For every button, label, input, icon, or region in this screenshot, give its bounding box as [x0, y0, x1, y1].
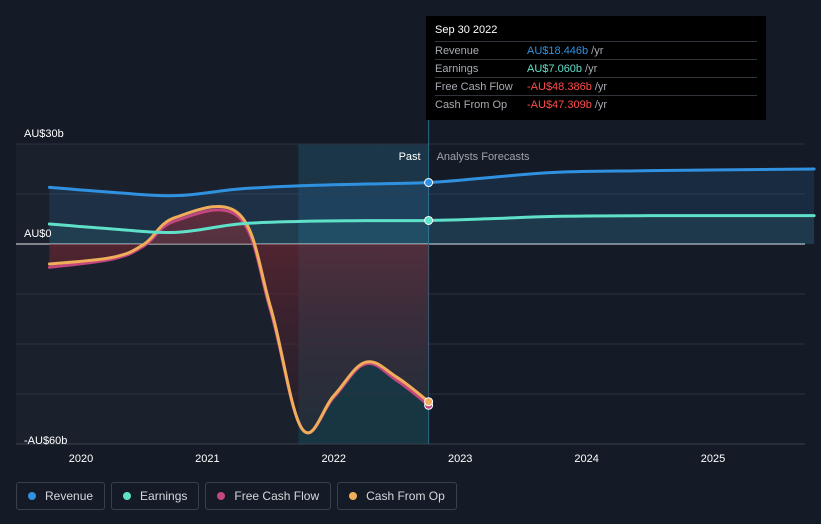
revenue-line [47, 167, 816, 198]
cash-flow-area [49, 209, 429, 433]
legend-label: Revenue [45, 489, 94, 503]
tooltip-date: Sep 30 2022 [435, 24, 498, 36]
tooltip: Sep 30 2022 Revenue AU$18.446b /yr Earni… [426, 16, 766, 120]
tooltip-label: Cash From Op [435, 98, 508, 111]
legend-label: Free Cash Flow [234, 489, 320, 503]
x-tick-label: 2021 [195, 453, 219, 465]
tooltip-label: Earnings [435, 62, 479, 75]
legend: Revenue Earnings Free Cash Flow Cash Fro… [16, 482, 457, 512]
tooltip-label: Free Cash Flow [435, 80, 513, 93]
tooltip-unit: /yr [594, 80, 608, 93]
tooltip-row-earnings: Earnings AU$7.060b /yr [435, 59, 757, 77]
cash-from-op-line [47, 204, 431, 435]
x-tick-label: 2020 [69, 453, 93, 465]
y-tick-label: AU$0 [24, 228, 52, 240]
cash-from-op-dot-icon [349, 492, 358, 500]
revenue-dot-icon [28, 492, 36, 500]
tooltip-value: -AU$47.309b [527, 98, 592, 111]
x-tick-label: 2024 [574, 453, 598, 465]
earnings-line [47, 214, 816, 235]
y-tick-label: -AU$60b [24, 435, 67, 447]
legend-item-cash-from-op[interactable]: Cash From Op [337, 482, 457, 510]
tooltip-value: AU$7.060b [527, 62, 583, 75]
tooltip-unit: /yr [585, 62, 598, 75]
tooltip-label: Revenue [435, 44, 480, 57]
past-label: Past [399, 151, 421, 163]
y-tick-label: AU$30b [24, 128, 64, 140]
legend-item-revenue[interactable]: Revenue [16, 482, 106, 510]
tooltip-unit: /yr [591, 44, 604, 57]
legend-label: Cash From Op [366, 489, 445, 503]
forecast-label: Analysts Forecasts [437, 151, 530, 163]
earnings-point [424, 215, 434, 225]
legend-item-free-cash-flow[interactable]: Free Cash Flow [205, 482, 332, 510]
legend-label: Earnings [140, 489, 188, 503]
x-tick-label: 2025 [701, 453, 725, 465]
tooltip-row-revenue: Revenue AU$18.446b /yr [435, 41, 757, 59]
revenue-point [424, 178, 434, 188]
tooltip-value: -AU$48.386b [527, 80, 592, 93]
tooltip-row-cash-from-op: Cash From Op -AU$47.309b /yr [435, 95, 757, 113]
tooltip-row-free-cash-flow: Free Cash Flow -AU$48.386b /yr [435, 77, 757, 95]
free-cash-flow-dot-icon [217, 492, 226, 500]
earnings-dot-icon [123, 492, 132, 500]
x-tick-label: 2022 [322, 453, 346, 465]
tooltip-unit: /yr [594, 98, 608, 111]
x-tick-label: 2023 [448, 453, 472, 465]
cash-from-op-point [424, 397, 434, 407]
legend-item-earnings[interactable]: Earnings [111, 482, 200, 510]
tooltip-value: AU$18.446b [527, 44, 589, 57]
